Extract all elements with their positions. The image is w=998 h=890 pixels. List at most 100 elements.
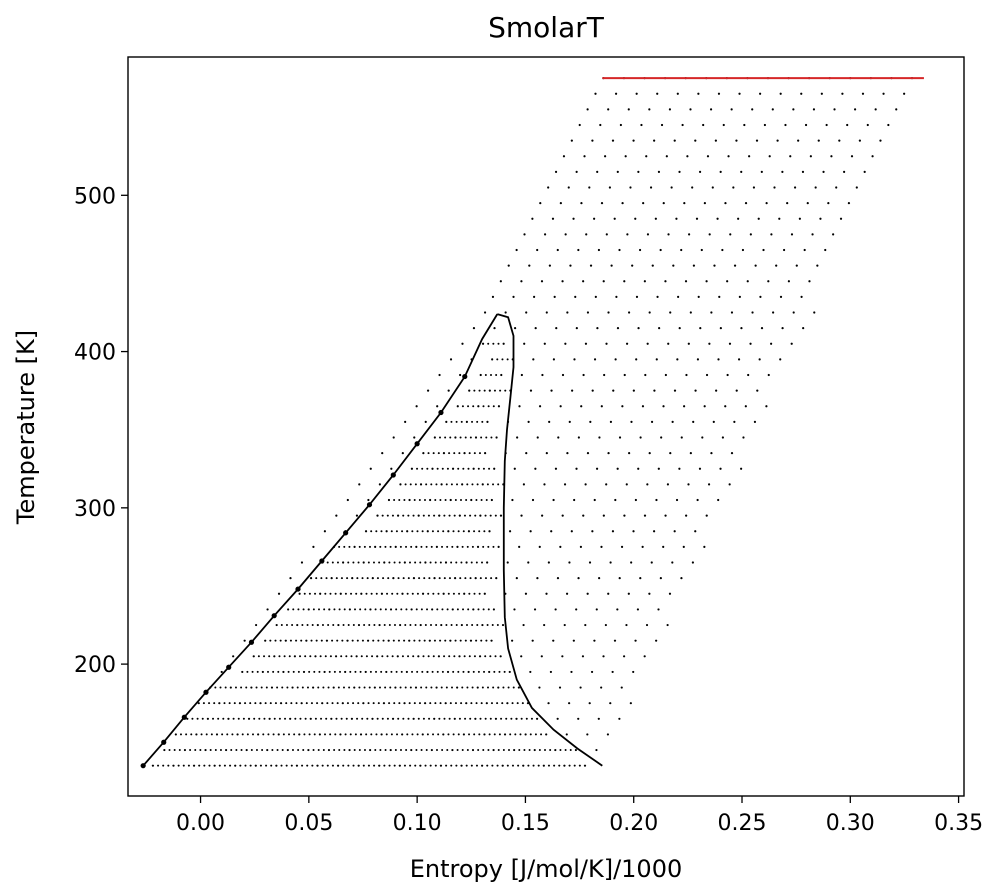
isotherm-point — [659, 248, 662, 252]
isotherm-point — [565, 733, 568, 736]
isotherm-point — [379, 545, 382, 548]
isotherm-point — [733, 420, 736, 423]
isotherm-point — [342, 764, 345, 767]
isotherm-point — [206, 717, 209, 720]
isotherm-point — [394, 686, 397, 689]
isotherm-point — [545, 733, 548, 736]
isotherm-point — [411, 530, 414, 533]
isotherm-point — [605, 342, 608, 345]
isotherm-point — [341, 639, 344, 642]
isotherm-point — [595, 608, 598, 611]
isotherm-point — [795, 264, 798, 267]
isotherm-point — [450, 764, 453, 767]
isotherm-point — [428, 717, 431, 720]
isotherm-point — [404, 624, 407, 627]
isotherm-point — [499, 655, 502, 658]
isotherm-point — [419, 623, 422, 627]
isotherm-point — [502, 342, 505, 345]
isotherm-point — [254, 764, 257, 767]
liquid-point — [161, 739, 167, 745]
isotherm-point — [299, 717, 302, 720]
isotherm-point — [394, 749, 397, 752]
isotherm-point — [816, 264, 819, 267]
isotherm-point — [386, 592, 389, 595]
isotherm-point — [350, 717, 354, 720]
isotherm-point — [599, 123, 602, 127]
isotherm-point — [655, 639, 658, 642]
isotherm-point — [694, 139, 697, 142]
isotherm-point — [612, 389, 615, 392]
isotherm-point — [555, 327, 558, 330]
isotherm-point — [705, 514, 708, 517]
isotherm-point — [490, 702, 493, 705]
isotherm-point — [643, 655, 646, 658]
isotherm-point — [355, 514, 359, 517]
isotherm-point — [782, 248, 786, 252]
isotherm-point — [288, 733, 291, 736]
isotherm-point — [410, 545, 413, 548]
isotherm-point — [358, 749, 361, 752]
isotherm-point — [434, 499, 437, 502]
isotherm-point — [554, 748, 557, 752]
isotherm-point — [389, 545, 392, 548]
isotherm-point — [317, 749, 320, 752]
isotherm-point — [411, 592, 414, 595]
isotherm-point — [268, 655, 271, 658]
isotherm-point — [441, 545, 444, 548]
isotherm-point — [457, 530, 460, 533]
isotherm-point — [691, 561, 694, 564]
isotherm-point — [593, 217, 596, 220]
isotherm-point — [410, 467, 414, 470]
isotherm-point — [416, 530, 419, 533]
isotherm-point — [353, 686, 356, 689]
isotherm-point — [432, 452, 435, 455]
isotherm-point — [343, 749, 346, 752]
isotherm-point — [255, 623, 258, 627]
isotherm-point — [416, 467, 419, 470]
isotherm-point — [397, 639, 400, 642]
isotherm-point — [703, 405, 706, 408]
isotherm-point — [527, 764, 530, 767]
isotherm-point — [479, 577, 482, 580]
isotherm-point — [630, 561, 633, 564]
isotherm-point — [264, 639, 267, 642]
isotherm-point — [438, 436, 441, 439]
isotherm-point — [790, 342, 793, 345]
isotherm-point — [438, 717, 441, 720]
isotherm-point — [627, 592, 630, 595]
isotherm-point — [229, 764, 232, 767]
isotherm-point — [343, 608, 346, 611]
isotherm-point — [583, 155, 586, 158]
isotherm-point — [675, 498, 679, 502]
isotherm-point — [632, 139, 635, 142]
isotherm-point — [454, 436, 457, 439]
isotherm-point — [626, 233, 629, 236]
isotherm-point — [375, 592, 378, 595]
isotherm-point — [324, 655, 327, 658]
isotherm-point — [513, 467, 516, 470]
isotherm-point — [793, 186, 797, 189]
isotherm-point — [348, 608, 351, 611]
isotherm-point — [426, 389, 430, 392]
isotherm-point — [741, 248, 745, 252]
isotherm-point — [853, 108, 857, 111]
isotherm-point — [480, 499, 483, 502]
isotherm-point — [666, 623, 669, 627]
isotherm-point — [676, 358, 679, 361]
isotherm-point — [760, 170, 763, 173]
isotherm-point — [265, 764, 268, 767]
isotherm-point — [458, 514, 461, 517]
liquid-point — [343, 530, 349, 536]
isotherm-point — [414, 764, 417, 767]
isotherm-point — [382, 639, 385, 642]
isotherm-point — [465, 702, 468, 705]
isotherm-point — [238, 702, 242, 705]
isotherm-point — [297, 749, 300, 752]
isotherm-point — [382, 702, 386, 705]
isotherm-point — [346, 702, 349, 705]
isotherm-point — [460, 764, 463, 767]
isotherm-point — [265, 686, 268, 689]
isotherm-point — [192, 764, 196, 767]
isotherm-point — [295, 639, 298, 642]
isotherm-point — [291, 749, 294, 752]
